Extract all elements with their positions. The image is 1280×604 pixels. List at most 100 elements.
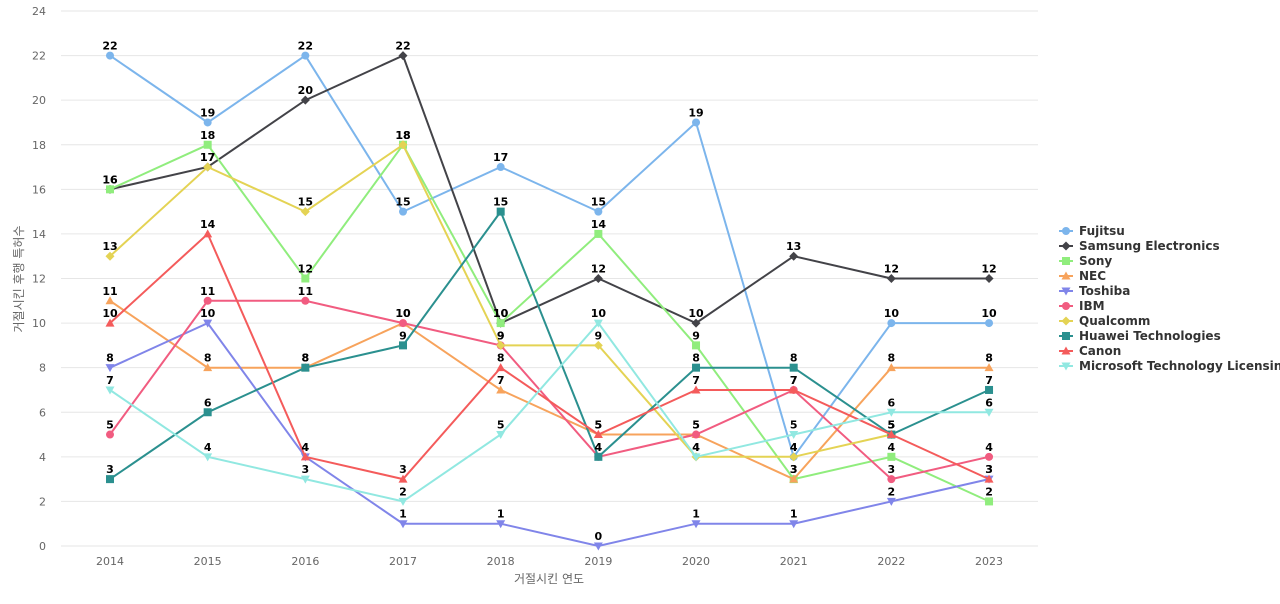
data-label: 4 bbox=[204, 441, 212, 454]
data-point bbox=[300, 95, 310, 105]
data-point bbox=[496, 340, 506, 350]
data-label: 3 bbox=[302, 463, 310, 476]
data-point bbox=[203, 363, 213, 372]
data-label: 4 bbox=[595, 441, 603, 454]
series-9 bbox=[105, 319, 994, 506]
data-label: 7 bbox=[790, 374, 798, 387]
legend-marker bbox=[1061, 241, 1071, 251]
series-line bbox=[109, 54, 989, 460]
data-point bbox=[886, 430, 896, 439]
data-label: 12 bbox=[591, 263, 606, 276]
data-point bbox=[692, 341, 701, 350]
data-label: 11 bbox=[200, 285, 215, 298]
data-label: 1 bbox=[790, 508, 798, 521]
data-label: 10 bbox=[395, 307, 411, 320]
data-point bbox=[203, 118, 212, 127]
legend-marker bbox=[1062, 332, 1070, 340]
y-tick-label: 6 bbox=[39, 406, 46, 419]
data-point bbox=[692, 363, 701, 372]
data-label: 15 bbox=[298, 196, 313, 209]
data-point bbox=[496, 319, 505, 328]
data-label: 5 bbox=[595, 419, 603, 432]
series-line bbox=[109, 232, 990, 481]
data-point bbox=[984, 363, 994, 372]
data-label: 10 bbox=[395, 307, 411, 320]
data-label: 10 bbox=[493, 307, 509, 320]
legend-label: IBM bbox=[1079, 299, 1105, 313]
legend-item[interactable]: Huawei Technologies bbox=[1059, 329, 1221, 343]
legend-item[interactable]: NEC bbox=[1059, 269, 1106, 283]
data-point bbox=[984, 274, 994, 283]
data-point bbox=[594, 452, 603, 461]
series-8 bbox=[105, 229, 994, 483]
data-label: 18 bbox=[395, 129, 410, 142]
y-tick-label: 18 bbox=[32, 139, 46, 152]
legend-item[interactable]: Samsung Electronics bbox=[1059, 239, 1220, 253]
data-label: 5 bbox=[888, 419, 896, 432]
data-label: 22 bbox=[395, 40, 410, 53]
y-tick-label: 22 bbox=[32, 50, 46, 63]
data-point bbox=[398, 51, 408, 61]
series-line bbox=[109, 299, 989, 481]
series-4 bbox=[105, 319, 994, 551]
legend-label: Sony bbox=[1079, 254, 1112, 268]
data-label: 11 bbox=[102, 285, 117, 298]
data-label: 7 bbox=[692, 374, 700, 387]
data-point bbox=[399, 341, 408, 350]
legend-label: Toshiba bbox=[1079, 284, 1130, 298]
data-point bbox=[106, 185, 114, 194]
data-point bbox=[789, 452, 799, 462]
data-point bbox=[593, 319, 603, 328]
data-point bbox=[691, 453, 701, 462]
legend-marker bbox=[1061, 316, 1071, 326]
data-point bbox=[496, 363, 506, 372]
x-tick-label: 2015 bbox=[194, 555, 222, 568]
data-point bbox=[399, 319, 408, 328]
data-label: 3 bbox=[106, 463, 114, 476]
data-label: 9 bbox=[497, 329, 505, 342]
legend-item[interactable]: Canon bbox=[1059, 344, 1121, 358]
data-point bbox=[496, 520, 506, 529]
data-label: 2 bbox=[985, 485, 993, 498]
data-label: 15 bbox=[493, 196, 508, 209]
series-line bbox=[109, 299, 990, 481]
data-label: 10 bbox=[200, 307, 216, 320]
legend-item[interactable]: Toshiba bbox=[1059, 284, 1130, 298]
legend-item[interactable]: Microsoft Technology Licensing bbox=[1059, 359, 1280, 373]
data-label: 3 bbox=[888, 463, 896, 476]
data-point bbox=[203, 296, 212, 305]
data-point bbox=[887, 475, 896, 484]
data-point bbox=[105, 386, 115, 395]
data-label: 3 bbox=[399, 463, 407, 476]
data-label: 17 bbox=[493, 151, 508, 164]
data-point bbox=[789, 474, 799, 483]
data-label: 4 bbox=[302, 441, 310, 454]
y-tick-label: 0 bbox=[39, 540, 46, 553]
data-label: 11 bbox=[298, 285, 313, 298]
data-point bbox=[985, 497, 994, 506]
data-label: 4 bbox=[302, 441, 310, 454]
data-label: 5 bbox=[497, 419, 505, 432]
data-label: 10 bbox=[493, 307, 509, 320]
data-label: 1 bbox=[692, 508, 700, 521]
data-label: 12 bbox=[298, 263, 313, 276]
data-label: 5 bbox=[888, 419, 896, 432]
data-point bbox=[203, 162, 213, 172]
grid bbox=[61, 10, 1038, 547]
legend-item[interactable]: IBM bbox=[1059, 299, 1105, 313]
data-label: 9 bbox=[692, 329, 700, 342]
legend-item[interactable]: Sony bbox=[1059, 254, 1112, 268]
series-line bbox=[109, 142, 990, 503]
data-label: 1 bbox=[497, 508, 505, 521]
data-point bbox=[789, 520, 799, 529]
data-point bbox=[594, 207, 603, 216]
data-label: 18 bbox=[200, 129, 215, 142]
data-label: 6 bbox=[204, 396, 212, 409]
x-tick-label: 2022 bbox=[877, 555, 905, 568]
data-point bbox=[691, 385, 701, 394]
legend-item[interactable]: Fujitsu bbox=[1059, 224, 1125, 238]
data-label: 8 bbox=[106, 352, 114, 365]
y-tick-label: 2 bbox=[39, 495, 46, 508]
legend-item[interactable]: Qualcomm bbox=[1059, 314, 1150, 328]
y-tick-label: 20 bbox=[32, 94, 46, 107]
